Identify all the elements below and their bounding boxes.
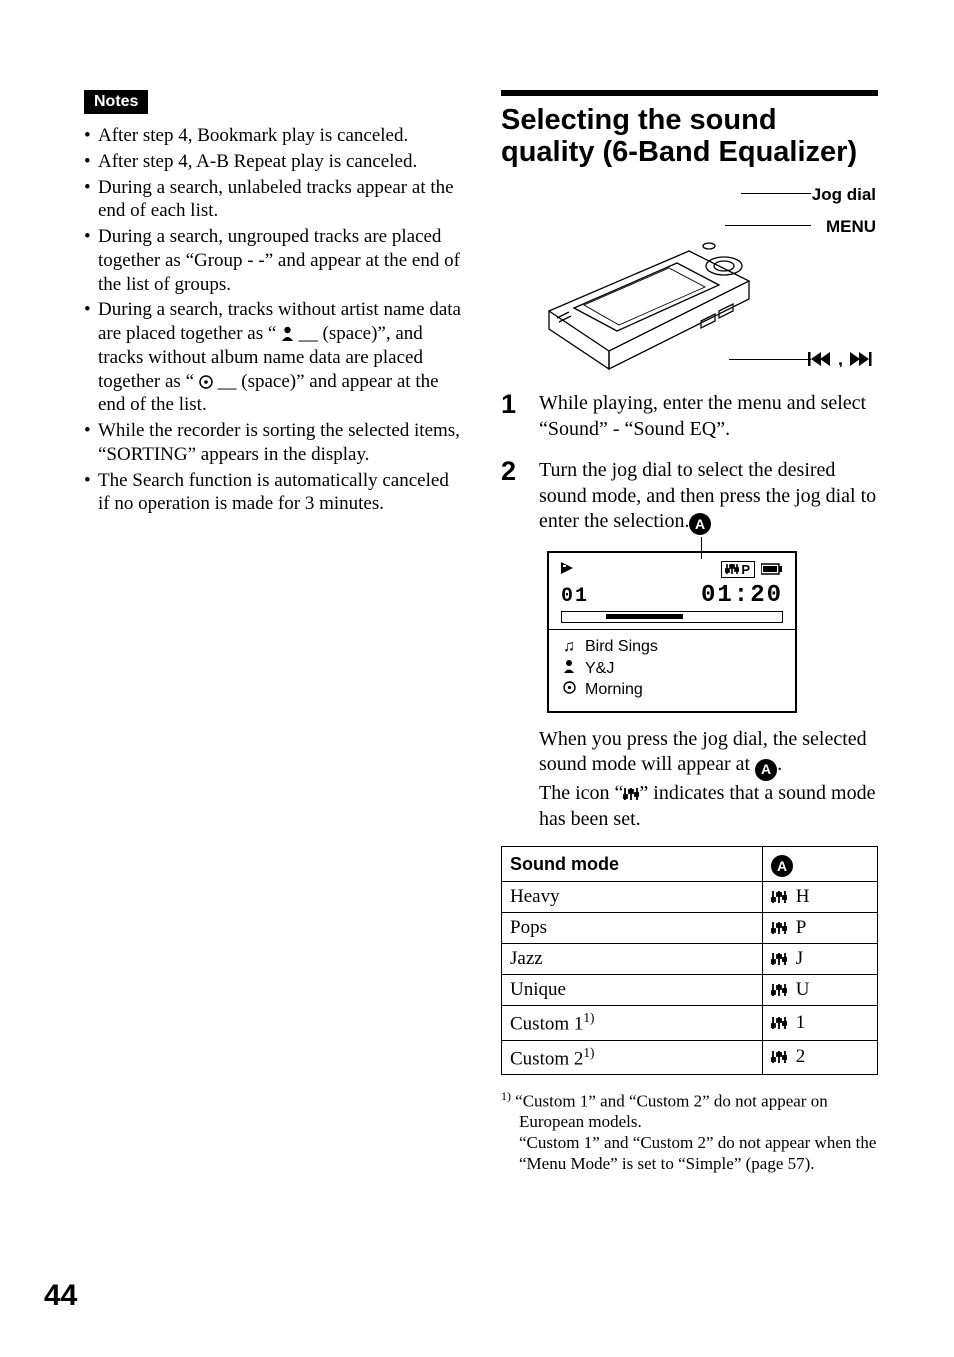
label-menu: MENU: [826, 217, 876, 237]
mode-cell: Custom 21): [502, 1040, 763, 1074]
progress-fill: [606, 614, 683, 619]
list-item: During a search, unlabeled tracks appear…: [84, 176, 461, 224]
mode-cell: Pops: [502, 913, 763, 944]
step-number: 1: [501, 391, 527, 442]
list-item: While the recorder is sorting the select…: [84, 419, 461, 467]
table-header-display: A: [763, 847, 878, 882]
note-icon: ♫: [561, 636, 577, 658]
display-cell: 1: [763, 1006, 878, 1040]
callout-a-icon: A: [689, 513, 711, 535]
table-row: Custom 21) 2: [502, 1040, 878, 1074]
mode-cell: Jazz: [502, 944, 763, 975]
step-2-continuation: When you press the jog dial, the selecte…: [539, 727, 878, 833]
display-cell: P: [763, 913, 878, 944]
lcd-status-row: P: [561, 561, 783, 578]
minidisc-device-illustration: [519, 191, 769, 371]
footnote-marker: 1): [501, 1089, 511, 1103]
progress-bar: [561, 611, 783, 623]
step-text: While playing, enter the menu and select…: [539, 391, 878, 442]
battery-icon: [761, 563, 783, 575]
list-item: After step 4, Bookmark play is canceled.: [84, 124, 461, 148]
sound-mode-table: Sound mode A Heavy HPops PJazz JUnique U…: [501, 846, 878, 1075]
eq-indicator: P: [721, 561, 755, 578]
text: The icon “: [539, 782, 623, 804]
table-row: Heavy H: [502, 882, 878, 913]
artist-icon: [281, 326, 294, 341]
mode-cell: Heavy: [502, 882, 763, 913]
left-column: Notes After step 4, Bookmark play is can…: [84, 90, 461, 1175]
mode-cell: Unique: [502, 975, 763, 1006]
display-cell: J: [763, 944, 878, 975]
album-name: Morning: [585, 679, 643, 701]
footnote-text: “Custom 1” and “Custom 2” do not appear …: [515, 1092, 876, 1173]
step-1: 1 While playing, enter the menu and sele…: [501, 391, 878, 442]
leader-line: [729, 359, 811, 360]
callout-a-icon: A: [755, 759, 777, 781]
text: When you press the jog dial, the selecte…: [539, 728, 867, 776]
notes-heading: Notes: [84, 90, 148, 114]
step-number: 2: [501, 458, 527, 535]
device-figure: Jog dial MENU ,: [501, 183, 878, 373]
footnote: 1) “Custom 1” and “Custom 2” do not appe…: [501, 1089, 878, 1175]
display-cell: U: [763, 975, 878, 1006]
divider: [549, 629, 795, 630]
label-prev-next: ,: [808, 351, 876, 372]
section-title: Selecting the sound quality (6-Band Equa…: [501, 104, 878, 169]
song-name: Bird Sings: [585, 636, 658, 658]
display-cell: H: [763, 882, 878, 913]
eq-icon: [771, 889, 787, 906]
elapsed-time: 01:20: [701, 582, 783, 609]
eq-icon: [771, 1015, 787, 1032]
right-column: Selecting the sound quality (6-Band Equa…: [501, 90, 878, 1175]
text: .: [777, 753, 782, 775]
table-row: Unique U: [502, 975, 878, 1006]
eq-icon: [771, 982, 787, 999]
callout-leader: [701, 537, 702, 559]
table-row: Custom 11) 1: [502, 1006, 878, 1040]
table-row: Pops P: [502, 913, 878, 944]
label-jog-dial: Jog dial: [812, 185, 876, 205]
leader-line: [741, 193, 811, 194]
leader-line: [725, 225, 811, 226]
eq-icon: [771, 951, 787, 968]
track-number: 01: [561, 585, 589, 608]
page-number: 44: [44, 1279, 77, 1313]
eq-icon: [623, 785, 639, 804]
eq-icon: [771, 1049, 787, 1066]
table-header-mode: Sound mode: [502, 847, 763, 882]
two-column-layout: Notes After step 4, Bookmark play is can…: [84, 90, 878, 1175]
lcd-track-time-row: 01 01:20: [561, 582, 783, 609]
list-item: After step 4, A-B Repeat play is cancele…: [84, 150, 461, 174]
list-item: During a search, tracks without artist n…: [84, 298, 461, 417]
artist-icon: [561, 658, 577, 680]
list-item: During a search, ungrouped tracks are pl…: [84, 225, 461, 296]
album-icon: [561, 679, 577, 701]
album-icon: [199, 375, 213, 389]
lcd-metadata: ♫ Bird Sings Y&J Morning: [561, 636, 783, 701]
section-rule: [501, 90, 878, 96]
list-item: The Search function is automatically can…: [84, 469, 461, 517]
svg-text:,: ,: [838, 351, 843, 367]
mode-cell: Custom 11): [502, 1006, 763, 1040]
artist-name: Y&J: [585, 658, 614, 680]
notes-list: After step 4, Bookmark play is canceled.…: [84, 124, 461, 516]
display-cell: 2: [763, 1040, 878, 1074]
eq-icon: [771, 920, 787, 937]
display-screen-example: A P 01 01:20: [547, 551, 797, 713]
play-icon: [561, 561, 575, 577]
table-row: Jazz J: [502, 944, 878, 975]
